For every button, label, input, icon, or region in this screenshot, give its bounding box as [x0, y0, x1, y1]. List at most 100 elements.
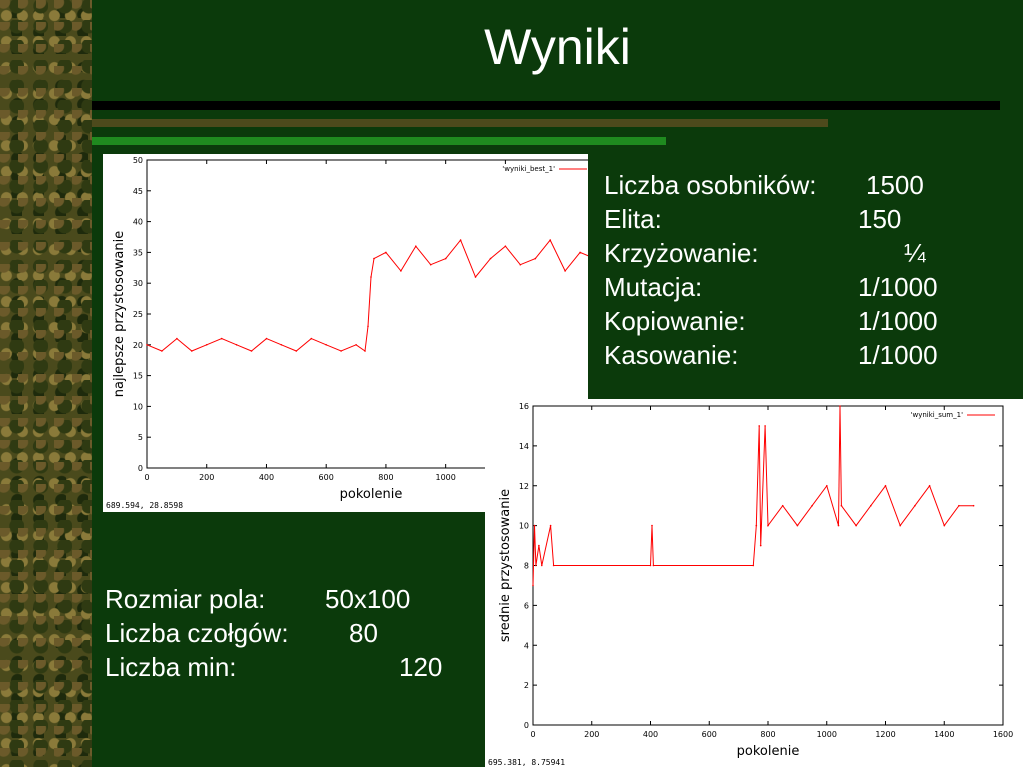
data-point	[758, 425, 760, 427]
x-tick-label: 400	[643, 730, 658, 739]
y-tick-label: 12	[519, 482, 529, 491]
series-line	[532, 405, 974, 586]
data-point	[549, 524, 552, 527]
data-point	[489, 257, 492, 260]
data-point	[325, 344, 327, 346]
data-point	[429, 263, 432, 266]
x-axis-label: pokolenie	[340, 487, 403, 502]
data-point	[840, 504, 843, 507]
data-point	[280, 344, 283, 346]
data-point	[564, 270, 566, 272]
data-point	[176, 337, 178, 340]
y-tick-label: 14	[519, 442, 529, 451]
x-tick-label: 1600	[993, 730, 1013, 739]
data-point	[579, 251, 581, 254]
data-point	[146, 344, 148, 346]
data-point	[532, 584, 534, 587]
x-tick-label: 1200	[875, 730, 895, 739]
data-point	[549, 239, 551, 241]
data-point	[250, 350, 253, 352]
param-value: ¼	[904, 238, 926, 268]
y-tick-label: 35	[133, 248, 143, 257]
x-tick-label: 200	[584, 730, 599, 739]
data-point	[972, 504, 975, 507]
data-point	[755, 524, 758, 527]
param-label: Liczba min:	[105, 652, 237, 682]
param-value: 50x100	[325, 584, 411, 614]
data-point	[220, 337, 223, 340]
data-point	[459, 239, 462, 241]
y-tick-label: 4	[524, 641, 529, 650]
y-tick-label: 15	[133, 372, 143, 381]
param-row: Rozmiar pola: 50x100	[105, 582, 485, 616]
y-tick-label: 50	[133, 156, 143, 165]
param-value: 1/1000	[858, 340, 938, 370]
slide-title: Wyniki	[484, 19, 631, 75]
data-point	[385, 251, 387, 254]
data-point	[400, 270, 402, 272]
data-point	[958, 504, 960, 507]
data-point	[649, 564, 652, 567]
param-row: Krzyżowanie: ¼	[604, 236, 1004, 270]
algorithm-parameters: Liczba osobników: 1500 Elita: 150 Krzyżowa…	[604, 168, 1004, 372]
data-point	[367, 325, 369, 328]
data-point	[535, 564, 537, 567]
divider-bar	[92, 101, 1000, 110]
data-point	[355, 344, 357, 346]
data-point	[811, 504, 813, 507]
y-tick-label: 0	[138, 464, 143, 473]
data-point	[839, 405, 841, 407]
x-tick-label: 0	[144, 473, 149, 482]
data-point	[519, 263, 522, 266]
param-row: Elita: 150	[604, 202, 1004, 236]
chart-best-fitness: 0510152025303540455002004006008001000120…	[103, 154, 588, 512]
param-row: Liczba osobników: 1500	[604, 168, 1004, 202]
data-point	[191, 350, 193, 352]
param-row: Kasowanie: 1/1000	[604, 338, 1004, 372]
data-point	[373, 257, 375, 260]
cursor-coordinates: 695.381, 8.75941	[488, 758, 565, 767]
param-label: Krzyżowanie:	[604, 238, 759, 268]
legend-label: 'wyniki_best_1'	[502, 165, 555, 173]
y-axis-label: srednie przystosowanie	[498, 489, 513, 642]
data-point	[310, 337, 313, 340]
x-tick-label: 1000	[435, 473, 455, 482]
data-point	[796, 524, 799, 527]
data-point	[884, 485, 887, 487]
data-point	[651, 524, 653, 527]
x-tick-label: 1000	[817, 730, 837, 739]
data-point	[764, 425, 766, 427]
param-label: Liczba osobników:	[604, 170, 817, 200]
data-point	[826, 485, 828, 487]
y-tick-label: 40	[133, 218, 143, 227]
param-value: 1500	[866, 170, 924, 200]
y-tick-label: 10	[133, 402, 143, 411]
data-point	[759, 544, 762, 547]
param-value: 1/1000	[858, 272, 938, 302]
data-point	[534, 257, 537, 260]
y-tick-label: 16	[519, 402, 529, 411]
x-tick-label: 600	[319, 473, 334, 482]
param-label: Liczba czołgów:	[105, 618, 289, 648]
data-point	[837, 524, 840, 527]
data-point	[928, 485, 931, 487]
param-row: Liczba min: 120	[105, 650, 485, 684]
x-tick-label: 800	[378, 473, 393, 482]
param-value: 1/1000	[858, 306, 938, 336]
data-point	[899, 524, 901, 527]
series-line	[146, 239, 588, 352]
y-tick-label: 25	[133, 310, 143, 319]
data-point	[364, 350, 366, 352]
param-label: Mutacja:	[604, 272, 703, 302]
data-point	[161, 350, 163, 352]
param-label: Elita:	[604, 204, 662, 234]
x-tick-label: 200	[199, 473, 214, 482]
x-tick-label: 800	[760, 730, 775, 739]
param-row: Mutacja: 1/1000	[604, 270, 1004, 304]
param-label: Kopiowanie:	[604, 306, 746, 336]
simulation-parameters: Rozmiar pola: 50x100 Liczba czołgów: 80 Li…	[105, 582, 485, 684]
divider-bar	[92, 119, 828, 127]
x-axis-label: pokolenie	[737, 744, 800, 759]
y-tick-label: 6	[524, 601, 529, 610]
x-tick-label: 1400	[934, 730, 954, 739]
